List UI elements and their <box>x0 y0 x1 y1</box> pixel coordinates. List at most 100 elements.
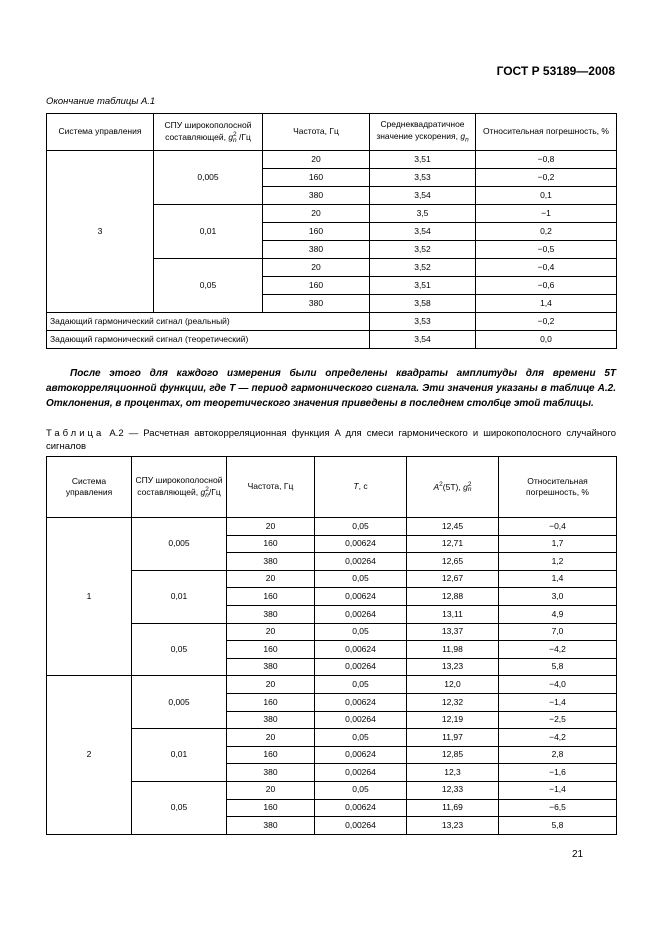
unit: /Гц <box>208 486 221 497</box>
table-cell: 20 <box>226 517 315 536</box>
table-cell: 3,51 <box>369 150 476 169</box>
table-cell: 0,05 <box>314 622 407 642</box>
table-cell: −0,8 <box>475 150 617 169</box>
table-cell: 12,0 <box>406 675 499 694</box>
table-cell: 12,67 <box>406 569 499 589</box>
table-cell: 160 <box>226 640 315 659</box>
spu-cell: 0,01 <box>153 204 263 259</box>
table-cell: 0,05 <box>314 569 407 589</box>
table-cell: 3,54 <box>369 330 476 349</box>
table-cell: 380 <box>226 816 315 835</box>
table-row: 0,01 20 0,05 11,97 −4,2 <box>47 728 617 782</box>
symbol: g <box>463 481 468 492</box>
header-cell: Система управления <box>46 456 132 518</box>
table-cell: −1,4 <box>498 692 617 712</box>
spu-cell: 0,05 <box>131 622 227 677</box>
table: Система управления СПУ широкополосной со… <box>46 113 617 349</box>
sup: 2 <box>233 130 237 138</box>
table-cell: 11,97 <box>406 728 499 747</box>
table-row: 0,05 20 3,52 −0,4 <box>47 258 617 313</box>
table-cell: 12,33 <box>406 780 499 800</box>
table-cell: 0,05 <box>314 517 407 536</box>
doc-header: ГОСТ Р 53189—2008 <box>496 64 615 78</box>
table-cell: 3,58 <box>369 294 476 313</box>
table-row: 160 3,53 −0,2 <box>47 168 617 187</box>
table-row: 0,01 20 0,05 12,67 1,4 <box>47 569 617 624</box>
sub: n <box>233 136 237 144</box>
table-cell: 12,85 <box>406 745 499 765</box>
table-cell: −4,2 <box>498 640 617 659</box>
table-cell: 0,00264 <box>314 816 407 835</box>
header-cell: A2(5T), g2 n <box>406 456 499 518</box>
table-cell: 0,00624 <box>314 745 407 765</box>
header-text: Среднеквадратичное значение ускорения, <box>376 119 465 141</box>
table-cell: −0,5 <box>475 240 617 259</box>
table-cell: −1,4 <box>498 780 617 800</box>
header-row: Система управления СПУ широкополосной со… <box>46 113 617 151</box>
sub: n <box>205 491 209 499</box>
table-cell: 13,37 <box>406 622 499 642</box>
table-cell: 1,7 <box>498 534 617 554</box>
table-cell: 1,2 <box>498 552 617 571</box>
table-cell: 3,51 <box>369 276 476 295</box>
table-cell: 0,00264 <box>314 763 407 782</box>
caption-text: А.2 — Расчетная автокорреляционная функц… <box>46 428 616 452</box>
table-cell: 5,8 <box>498 816 617 835</box>
table-cell: −0,4 <box>475 258 617 277</box>
table-cell: 3,53 <box>369 168 476 187</box>
table-cell: 380 <box>262 240 370 259</box>
table-cell: 7,0 <box>498 622 617 642</box>
header-cell: T, с <box>314 456 407 518</box>
header-text: (5T), <box>442 481 461 492</box>
table-row: 1 0,005 20 0,05 12,45 −0,4 <box>46 516 617 677</box>
table-cell: 1,4 <box>475 294 617 313</box>
system-cell: 3 <box>46 150 154 313</box>
table-row: 380 0,00264 12,19 −2,5 <box>47 710 617 730</box>
table-cell: −0,2 <box>475 168 617 187</box>
system-cell: 1 <box>46 516 132 677</box>
table-cell: 380 <box>226 552 315 571</box>
row-label: Задающий гармонический сигнал (реальный) <box>46 312 370 331</box>
table-cell: 3,52 <box>369 240 476 259</box>
table-row: 160 3,54 0,2 <box>47 222 617 241</box>
table-row: 160 0,00624 11,69 −6,5 <box>47 798 617 818</box>
table-cell: 160 <box>262 222 370 241</box>
header-cell: Система управления <box>46 113 154 151</box>
table-cell: 12,45 <box>406 517 499 536</box>
header-cell: Относительная погрешность, % <box>498 456 617 518</box>
sub: n <box>467 486 472 494</box>
table-cell: 160 <box>226 745 315 765</box>
sup: 2 <box>205 485 209 493</box>
symbol: g <box>460 130 466 141</box>
table-row: 380 0,00264 13,23 5,8 <box>47 657 617 677</box>
table-cell: 11,69 <box>406 798 499 818</box>
table-cell: 0,00624 <box>314 587 407 606</box>
caption-label: Таблица <box>46 428 105 439</box>
sub: n <box>465 136 469 144</box>
table: Система управления СПУ широкополосной со… <box>46 456 617 835</box>
table-row: 380 0,00264 13,23 5,8 <box>47 816 617 835</box>
table-caption: Окончание таблицы А.1 <box>46 96 156 107</box>
table-cell: −1 <box>475 204 617 223</box>
table-cell: 380 <box>262 294 370 313</box>
table-cell: 160 <box>262 168 370 187</box>
table-body: 1 0,005 20 0,05 12,45 −0,4 160 0,00624 12,71 1,7 3… <box>46 516 617 835</box>
table-cell: 12,88 <box>406 587 499 606</box>
table-cell: 0,0 <box>475 330 617 349</box>
table-cell: 160 <box>226 587 315 606</box>
table-cell: 0,05 <box>314 780 407 800</box>
header-text: СПУ широкополосной составляющей, <box>164 120 252 142</box>
table-cell: 3,5 <box>369 204 476 223</box>
table-row: 160 3,51 −0,6 <box>47 276 617 295</box>
table-cell: 5,8 <box>498 657 617 677</box>
table-row: 0,05 20 0,05 13,37 7,0 <box>47 622 617 677</box>
table-cell: 380 <box>262 186 370 205</box>
table-cell: 0,00264 <box>314 604 407 624</box>
table-row: 380 0,00264 12,65 1,2 <box>47 552 617 571</box>
table-row: 380 3,58 1,4 <box>47 294 617 313</box>
table-cell: 12,19 <box>406 710 499 730</box>
table-cell: 0,1 <box>475 186 617 205</box>
